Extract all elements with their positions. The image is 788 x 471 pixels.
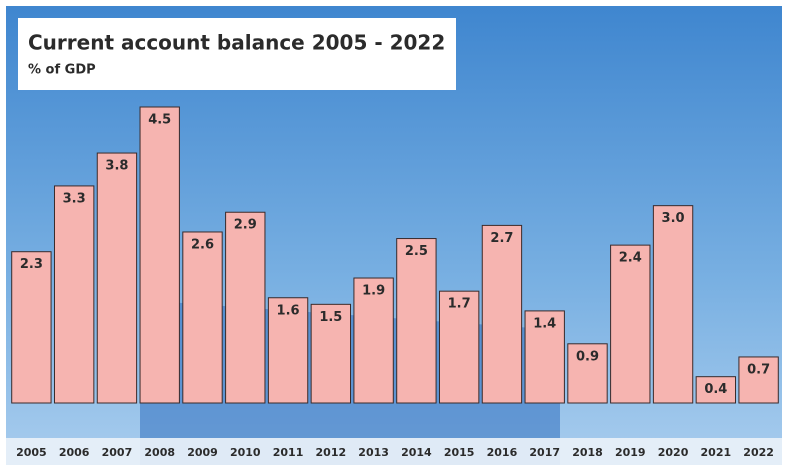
- value-label: 2.4: [619, 251, 642, 266]
- value-label: 3.8: [105, 159, 128, 174]
- x-tick-label: 2007: [102, 446, 133, 459]
- x-tick-label: 2020: [658, 446, 689, 459]
- value-label: 1.6: [277, 303, 300, 318]
- x-tick-label: 2012: [316, 446, 347, 459]
- x-tick-label: 2008: [144, 446, 175, 459]
- x-tick-label: 2013: [358, 446, 389, 459]
- x-tick-label: 2019: [615, 446, 646, 459]
- bar: [653, 206, 692, 403]
- bar: [183, 232, 222, 403]
- bar: [97, 153, 136, 403]
- chart-subtitle: % of GDP: [28, 63, 96, 78]
- value-label: 1.4: [533, 316, 556, 331]
- x-tick-label: 2018: [572, 446, 603, 459]
- x-tick-label: 2009: [187, 446, 218, 459]
- x-tick-label: 2016: [487, 446, 518, 459]
- value-label: 2.6: [191, 237, 214, 252]
- value-label: 2.5: [405, 244, 428, 259]
- value-label: 4.5: [148, 113, 171, 128]
- bar: [482, 225, 521, 403]
- x-tick-label: 2015: [444, 446, 475, 459]
- value-label: 1.5: [319, 310, 342, 325]
- value-label: 0.4: [704, 382, 727, 397]
- value-label: 0.7: [747, 362, 770, 377]
- bar: [226, 212, 265, 403]
- x-tick-label: 2006: [59, 446, 90, 459]
- bar: [140, 107, 179, 403]
- bar: [611, 245, 650, 403]
- chart: Current account balance 2005 - 2022 % of…: [0, 0, 788, 471]
- value-label: 2.3: [20, 257, 43, 272]
- bar: [397, 239, 436, 403]
- value-label: 1.7: [448, 297, 471, 312]
- value-label: 1.9: [362, 284, 385, 299]
- chart-title: Current account balance 2005 - 2022: [28, 31, 445, 55]
- x-tick-label: 2017: [529, 446, 560, 459]
- value-label: 2.9: [234, 218, 257, 233]
- x-tick-label: 2014: [401, 446, 432, 459]
- bar: [12, 252, 51, 403]
- value-label: 2.7: [490, 231, 513, 246]
- value-label: 3.3: [63, 191, 86, 206]
- x-tick-label: 2011: [273, 446, 304, 459]
- x-tick-label: 2021: [701, 446, 732, 459]
- x-tick-label: 2005: [16, 446, 47, 459]
- x-tick-label: 2022: [743, 446, 774, 459]
- value-label: 0.9: [576, 349, 599, 364]
- bar: [54, 186, 93, 403]
- value-label: 3.0: [662, 211, 685, 226]
- x-tick-label: 2010: [230, 446, 261, 459]
